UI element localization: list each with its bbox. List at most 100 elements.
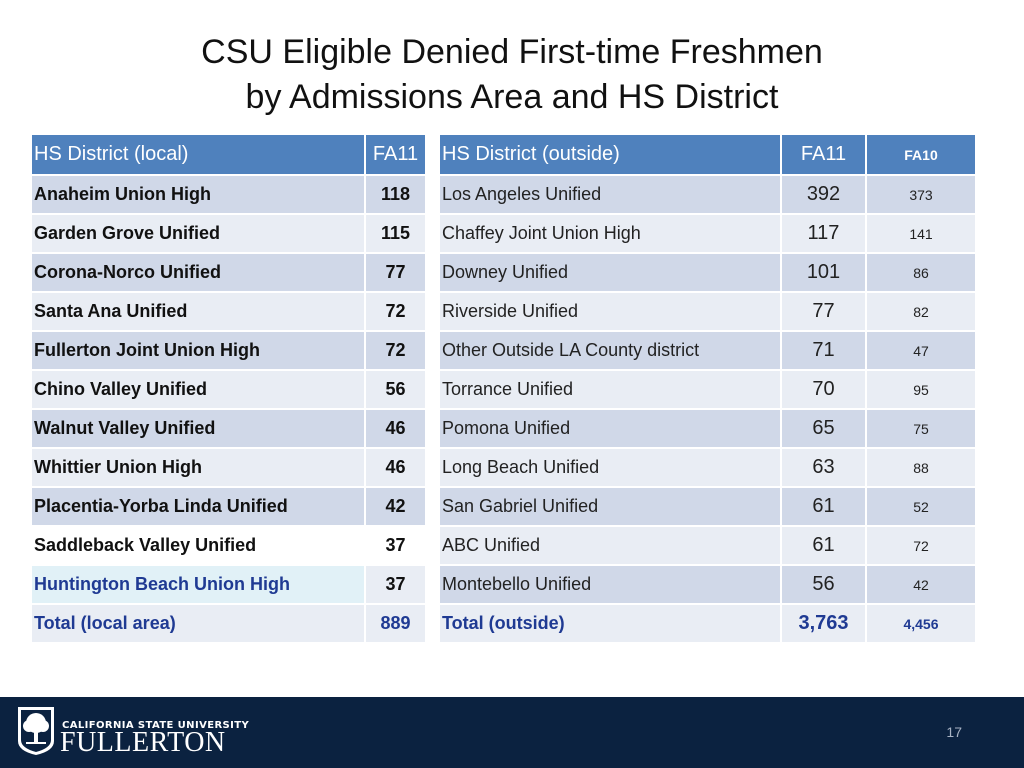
- local-district-cell: Huntington Beach Union High: [32, 566, 364, 605]
- outside-district-cell: Chaffey Joint Union High: [440, 215, 780, 254]
- outside-fa10-cell: 141: [865, 215, 975, 254]
- table-row: Montebello Unified 56 42: [440, 566, 975, 605]
- outside-fa10-cell: 86: [865, 254, 975, 293]
- table-row: Walnut Valley Unified 46: [32, 410, 425, 449]
- outside-district-cell: Los Angeles Unified: [440, 176, 780, 215]
- outside-fa10-cell: 82: [865, 293, 975, 332]
- local-table-header-row: HS District (local) FA11: [32, 135, 425, 176]
- local-district-cell: Fullerton Joint Union High: [32, 332, 364, 371]
- outside-fa10-cell: 373: [865, 176, 975, 215]
- outside-fa10-header: FA10: [865, 135, 975, 176]
- outside-fa11-cell: 65: [780, 410, 865, 449]
- outside-district-cell: Torrance Unified: [440, 371, 780, 410]
- table-row: Other Outside LA County district 71 47: [440, 332, 975, 371]
- table-row: Corona-Norco Unified 77: [32, 254, 425, 293]
- outside-district-cell: Downey Unified: [440, 254, 780, 293]
- outside-district-cell: Long Beach Unified: [440, 449, 780, 488]
- table-row: Garden Grove Unified 115: [32, 215, 425, 254]
- outside-total-fa11: 3,763: [780, 605, 865, 644]
- local-district-cell: Placentia-Yorba Linda Unified: [32, 488, 364, 527]
- local-fa11-cell: 77: [364, 254, 425, 293]
- university-name: CALIFORNIA STATE UNIVERSITY: [62, 720, 250, 731]
- outside-fa10-cell: 95: [865, 371, 975, 410]
- local-district-cell: Garden Grove Unified: [32, 215, 364, 254]
- local-fa11-cell: 37: [364, 566, 425, 605]
- table-row: Torrance Unified 70 95: [440, 371, 975, 410]
- table-row: Chino Valley Unified 56: [32, 371, 425, 410]
- table-row: ABC Unified 61 72: [440, 527, 975, 566]
- local-fa11-cell: 37: [364, 527, 425, 566]
- local-total-label: Total (local area): [32, 605, 364, 644]
- outside-district-cell: Riverside Unified: [440, 293, 780, 332]
- page-number: 17: [946, 724, 962, 740]
- outside-district-cell: Pomona Unified: [440, 410, 780, 449]
- campus-tree-logo-icon: [18, 707, 54, 755]
- table-row: Saddleback Valley Unified 37: [32, 527, 425, 566]
- local-district-cell: Whittier Union High: [32, 449, 364, 488]
- table-row: Fullerton Joint Union High 72: [32, 332, 425, 371]
- outside-fa10-cell: 75: [865, 410, 975, 449]
- local-district-cell: Chino Valley Unified: [32, 371, 364, 410]
- outside-table-header-row: HS District (outside) FA11 FA10: [440, 135, 975, 176]
- outside-fa11-cell: 56: [780, 566, 865, 605]
- local-fa11-cell: 72: [364, 332, 425, 371]
- outside-district-cell: Other Outside LA County district: [440, 332, 780, 371]
- local-district-table: HS District (local) FA11 Anaheim Union H…: [32, 135, 425, 644]
- table-row: Los Angeles Unified 392 373: [440, 176, 975, 215]
- table-row: Whittier Union High 46: [32, 449, 425, 488]
- local-district-cell: Saddleback Valley Unified: [32, 527, 364, 566]
- local-total-value: 889: [364, 605, 425, 644]
- table-row: Anaheim Union High 118: [32, 176, 425, 215]
- campus-name: FULLERTON: [60, 727, 226, 758]
- table-row: Chaffey Joint Union High 117 141: [440, 215, 975, 254]
- local-fa11-cell: 115: [364, 215, 425, 254]
- table-row: Placentia-Yorba Linda Unified 42: [32, 488, 425, 527]
- local-fa11-cell: 56: [364, 371, 425, 410]
- local-district-cell: Corona-Norco Unified: [32, 254, 364, 293]
- table-row: Long Beach Unified 63 88: [440, 449, 975, 488]
- outside-fa10-cell: 72: [865, 527, 975, 566]
- local-district-cell: Walnut Valley Unified: [32, 410, 364, 449]
- outside-fa11-cell: 117: [780, 215, 865, 254]
- outside-fa11-cell: 61: [780, 527, 865, 566]
- local-total-row: Total (local area) 889: [32, 605, 425, 644]
- table-row: San Gabriel Unified 61 52: [440, 488, 975, 527]
- local-fa11-header: FA11: [364, 135, 425, 176]
- outside-total-fa10: 4,456: [865, 605, 975, 644]
- outside-district-cell: Montebello Unified: [440, 566, 780, 605]
- outside-fa11-cell: 63: [780, 449, 865, 488]
- outside-fa10-cell: 88: [865, 449, 975, 488]
- table-row: Pomona Unified 65 75: [440, 410, 975, 449]
- slide-title: CSU Eligible Denied First-time Freshmen …: [0, 30, 1024, 120]
- table-row: Downey Unified 101 86: [440, 254, 975, 293]
- outside-fa11-cell: 392: [780, 176, 865, 215]
- outside-fa11-cell: 61: [780, 488, 865, 527]
- local-district-header: HS District (local): [32, 135, 364, 176]
- outside-fa11-cell: 71: [780, 332, 865, 371]
- local-district-cell: Santa Ana Unified: [32, 293, 364, 332]
- outside-fa10-cell: 47: [865, 332, 975, 371]
- outside-district-table: HS District (outside) FA11 FA10 Los Ange…: [440, 135, 975, 644]
- outside-district-cell: San Gabriel Unified: [440, 488, 780, 527]
- outside-fa11-cell: 77: [780, 293, 865, 332]
- outside-fa11-cell: 70: [780, 371, 865, 410]
- slide-title-line-1: CSU Eligible Denied First-time Freshmen: [201, 33, 823, 71]
- local-fa11-cell: 46: [364, 410, 425, 449]
- outside-district-header: HS District (outside): [440, 135, 780, 176]
- outside-total-label: Total (outside): [440, 605, 780, 644]
- outside-district-cell: ABC Unified: [440, 527, 780, 566]
- table-row: Santa Ana Unified 72: [32, 293, 425, 332]
- outside-fa11-cell: 101: [780, 254, 865, 293]
- slide-title-line-2: by Admissions Area and HS District: [245, 78, 779, 116]
- outside-fa10-cell: 52: [865, 488, 975, 527]
- outside-fa11-header: FA11: [780, 135, 865, 176]
- local-district-cell: Anaheim Union High: [32, 176, 364, 215]
- outside-fa10-cell: 42: [865, 566, 975, 605]
- footer-bar: CALIFORNIA STATE UNIVERSITY FULLERTON 17: [0, 697, 1024, 768]
- local-fa11-cell: 72: [364, 293, 425, 332]
- local-fa11-cell: 118: [364, 176, 425, 215]
- local-fa11-cell: 46: [364, 449, 425, 488]
- outside-total-row: Total (outside) 3,763 4,456: [440, 605, 975, 644]
- table-row: Riverside Unified 77 82: [440, 293, 975, 332]
- table-row: Huntington Beach Union High 37: [32, 566, 425, 605]
